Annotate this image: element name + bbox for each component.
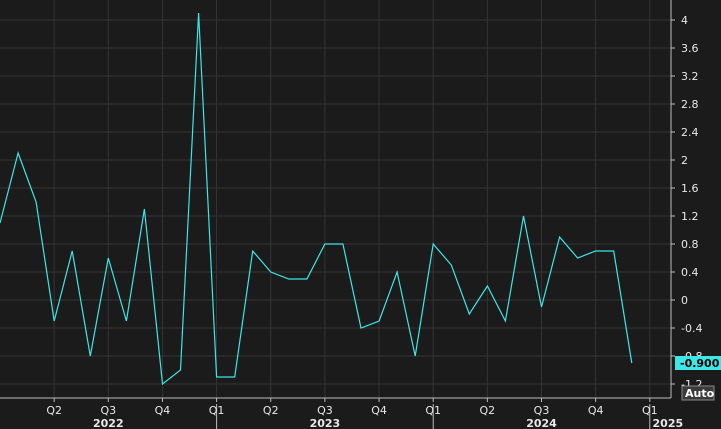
chart-axes: [0, 0, 675, 429]
x-quarter-label: Q4: [371, 404, 387, 417]
y-tick-label: 3.6: [681, 42, 699, 55]
y-tick-label: 0: [681, 294, 688, 307]
x-year-label: 2022: [93, 417, 124, 429]
x-axis-ticks: Q2 Q3 Q4 Q1 Q2 Q3 Q4 Q1 Q2 Q3 Q4 Q1 2022 2023 2024 2025: [46, 404, 683, 429]
x-quarter-label: Q3: [317, 404, 333, 417]
x-quarter-label: Q2: [480, 404, 496, 417]
x-quarter-label: Q4: [588, 404, 604, 417]
x-quarter-label: Q1: [642, 404, 658, 417]
series-line: [0, 12, 633, 386]
x-quarter-label: Q3: [100, 404, 116, 417]
y-tick-label: 4: [681, 14, 688, 27]
y-tick-label: 1.2: [681, 210, 699, 223]
y-tick-label: 0.4: [681, 266, 699, 279]
x-year-label: 2023: [310, 417, 341, 429]
last-value-label: -0.900: [680, 357, 720, 370]
auto-scale-label: Auto: [685, 387, 715, 400]
x-quarter-label: Q2: [46, 404, 62, 417]
last-value-marker: -0.900: [675, 356, 721, 370]
y-tick-label: -0.4: [681, 322, 702, 335]
y-tick-label: 1.6: [681, 182, 699, 195]
x-quarter-label: Q3: [534, 404, 550, 417]
x-quarter-label: Q2: [263, 404, 279, 417]
x-quarter-label: Q1: [425, 404, 441, 417]
y-tick-label: 3.2: [681, 70, 699, 83]
y-tick-label: 2.4: [681, 126, 699, 139]
x-quarter-label: Q4: [155, 404, 171, 417]
chart-grid: [0, 0, 671, 398]
x-quarter-label: Q1: [209, 404, 225, 417]
auto-scale-button[interactable]: Auto: [681, 385, 715, 401]
x-year-label: 2024: [526, 417, 557, 429]
last-value-badge: [675, 356, 721, 370]
y-tick-label: 2: [681, 154, 688, 167]
chart-series: [0, 12, 633, 386]
x-year-label: 2025: [653, 417, 684, 429]
y-tick-label: 2.8: [681, 98, 699, 111]
y-tick-label: 0.8: [681, 238, 699, 251]
